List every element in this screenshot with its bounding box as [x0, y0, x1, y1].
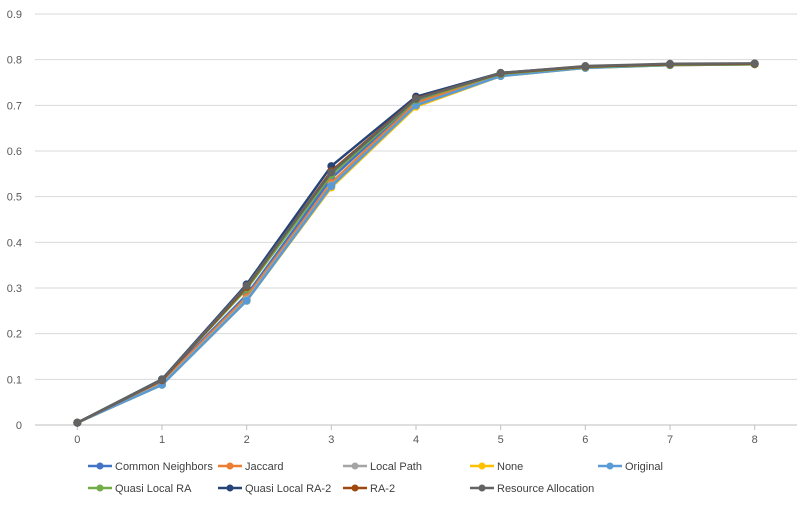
legend-swatch-marker: [351, 462, 359, 470]
y-tick-label: 0.5: [7, 192, 22, 204]
legend-label: Quasi Local RA: [115, 483, 192, 495]
legend: Common Neighbors Jaccard Local Path None Ori…: [88, 461, 663, 495]
y-tick-label: 0.6: [7, 146, 22, 158]
legend-label: RA-2: [370, 483, 395, 495]
data-point: [496, 68, 505, 77]
x-tick-label: 3: [328, 434, 334, 446]
axes: 0 0.1 0.2 0.3 0.4 0.5 0.6 0.7 0.8 0.9 0 1 2 3 4 5 6 7 8: [7, 9, 797, 446]
y-tick-label: 0.7: [7, 100, 22, 112]
x-tick-label: 2: [244, 434, 250, 446]
series-line: [76, 62, 755, 424]
legend-label: None: [497, 461, 523, 473]
x-tick-label: 7: [667, 434, 673, 446]
x-tick-label: 6: [582, 434, 588, 446]
legend-item: Original: [598, 461, 663, 473]
legend-item: Common Neighbors: [88, 461, 213, 473]
legend-item: Resource Allocation: [470, 483, 594, 495]
legend-label: Common Neighbors: [115, 461, 213, 473]
series-resource-allocation: [73, 59, 759, 427]
data-point: [327, 168, 336, 177]
legend-label: Local Path: [370, 461, 422, 473]
legend-swatch-marker: [606, 462, 614, 470]
y-tick-label: 0.8: [7, 55, 22, 67]
data-point: [327, 182, 336, 191]
legend-swatch-marker: [226, 462, 234, 470]
y-tick-label: 0.1: [7, 374, 22, 386]
x-tick-label: 4: [413, 434, 419, 446]
data-point: [581, 62, 590, 71]
x-tick-label: 0: [74, 434, 80, 446]
data-point: [666, 59, 674, 68]
legend-label: Original: [625, 461, 663, 473]
legend-swatch-marker: [96, 462, 104, 470]
legend-label: Resource Allocation: [497, 483, 594, 495]
data-point: [73, 418, 82, 427]
x-tick-label: 1: [159, 434, 165, 446]
data-point: [242, 281, 251, 290]
data-point: [412, 94, 420, 103]
legend-item: None: [470, 461, 523, 473]
series-lines: [73, 59, 759, 427]
x-tick-label: 5: [498, 434, 504, 446]
legend-swatch-marker: [478, 484, 486, 492]
x-tick-label: 8: [752, 434, 758, 446]
legend-swatch-marker: [478, 462, 486, 470]
legend-item: Quasi Local RA-2: [218, 483, 331, 495]
legend-label: Quasi Local RA-2: [245, 483, 331, 495]
legend-item: Quasi Local RA: [88, 483, 192, 495]
data-point: [158, 375, 166, 384]
legend-item: Local Path: [343, 461, 422, 473]
y-tick-label: 0.9: [7, 9, 22, 21]
data-point: [242, 296, 251, 305]
legend-swatch-marker: [96, 484, 104, 492]
y-tick-label: 0.4: [7, 237, 22, 249]
legend-item: RA-2: [343, 483, 395, 495]
series-original: [73, 60, 759, 427]
legend-label: Jaccard: [245, 461, 284, 473]
y-tick-label: 0.3: [7, 283, 22, 295]
y-tick-label: 0: [16, 420, 22, 432]
y-tick-label: 0.2: [7, 329, 22, 341]
legend-item: Jaccard: [218, 461, 284, 473]
legend-swatch-marker: [226, 484, 234, 492]
legend-swatch-marker: [351, 484, 359, 492]
data-point: [750, 59, 759, 68]
grid-lines: [35, 13, 797, 380]
